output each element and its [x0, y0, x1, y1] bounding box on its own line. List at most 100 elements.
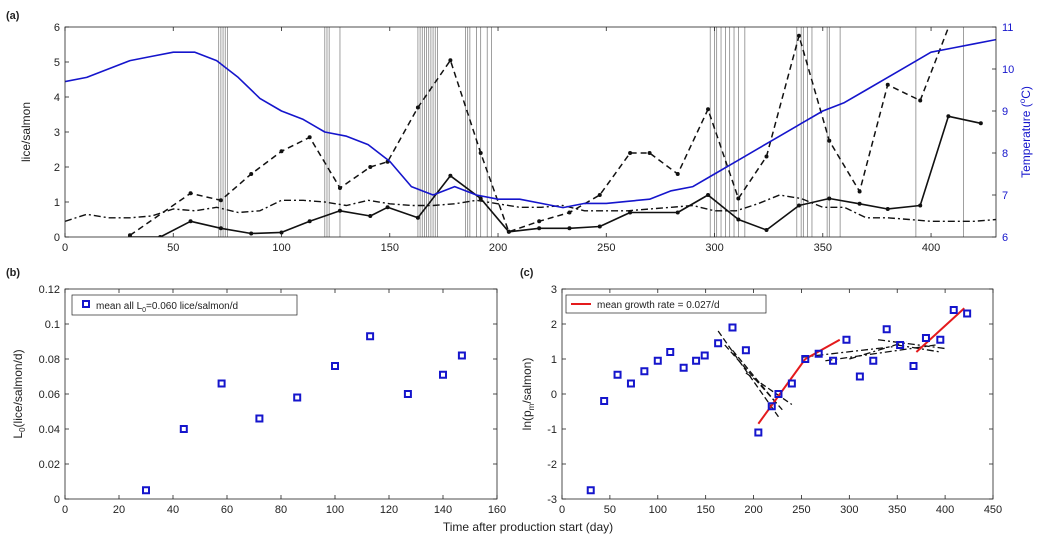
series-dashed-point	[597, 193, 602, 197]
panel-b-xtick-label: 100	[326, 504, 344, 516]
data-point	[255, 414, 264, 423]
series-dashed-point	[415, 105, 420, 110]
series-solid-point	[736, 217, 741, 222]
panel-a-label: (a)	[6, 10, 20, 22]
series-solid-point	[567, 226, 572, 231]
data-point	[909, 362, 918, 370]
panel-c-xtick-label: 150	[696, 504, 714, 516]
data-point	[179, 425, 188, 433]
panel-a-y2tick-label: 7	[1002, 190, 1008, 202]
data-point	[142, 486, 150, 495]
fit-line-dashed	[745, 372, 793, 406]
data-point	[626, 379, 635, 388]
series-dashed-point	[628, 151, 633, 155]
data-point	[921, 334, 930, 342]
series-dashed-point	[675, 172, 680, 176]
panel-c-ytick-label: 2	[551, 319, 557, 331]
panel-a-xtick-label: 50	[167, 242, 179, 254]
panel-b-xtick-label: 40	[167, 504, 179, 516]
data-point	[679, 363, 688, 372]
fit-line-red	[915, 307, 965, 353]
panel-b-legend-sub: 0	[142, 307, 146, 314]
panel-a-xtick-label: 150	[381, 242, 399, 254]
data-point	[217, 379, 226, 388]
panel-a-xtick-label: 400	[922, 242, 940, 254]
series-solid-point	[127, 235, 132, 237]
panel-a-ytick-label: 2	[54, 162, 60, 174]
series-solid-point	[946, 114, 951, 119]
series-solid-point	[368, 214, 373, 218]
panel-c-ytick-label: 1	[551, 354, 557, 366]
panel-a-ytick-label: 3	[54, 127, 60, 139]
panel-c-xtick-label: 450	[984, 504, 1002, 516]
panel-a-ytick-label: 0	[54, 232, 60, 244]
series-solid-point	[706, 193, 711, 197]
data-point	[855, 372, 864, 381]
series-solid-point	[537, 226, 542, 231]
panel-a-y2label-sup: o	[1018, 98, 1027, 103]
panel-c-ytick-label: -3	[547, 494, 557, 506]
data-point	[700, 351, 709, 360]
panel-b-xtick-label: 140	[434, 504, 452, 516]
panel-a-xtick-label: 350	[814, 242, 832, 254]
data-point	[963, 309, 972, 318]
panel-b-legend-box	[71, 294, 298, 316]
panel-b-xtick-label: 0	[62, 504, 68, 516]
series-solid-point	[385, 205, 390, 210]
panel-b-ylabel-sub: 0	[18, 427, 27, 432]
series-solid-point	[279, 230, 284, 235]
data-point	[767, 402, 776, 411]
panel-b-ticks: 0 20 40 60 80 100 120 140 160 0 0.02 0.04 0.06 0.08 0.…	[39, 284, 507, 516]
data-point	[741, 346, 750, 355]
series-solid-point	[478, 196, 483, 201]
panel-a-y2tick-label: 11	[1002, 22, 1013, 34]
series-solid-point	[307, 219, 312, 224]
panel-c-legend-text: mean growth rate = 0.027/d	[597, 300, 720, 311]
panel-b-ytick-label: 0.08	[39, 354, 60, 366]
panel-b-legend-end: =0.060 lice/salmon/d	[146, 301, 238, 312]
series-dashed-point	[827, 138, 832, 143]
series-solid-point	[188, 219, 193, 224]
fit-line-dashdot	[877, 339, 946, 350]
panel-c-xtick-label: 0	[559, 504, 565, 516]
data-point	[814, 349, 823, 358]
panel-b-legend: mean all L0=0.060 lice/salmon/d	[71, 294, 298, 316]
panel-c-ylabel-end: /salmon)	[520, 358, 534, 404]
panel-b-legend-main: mean all L	[96, 301, 143, 312]
fit-line-dashed	[731, 349, 779, 405]
panel-a-y2label-end: C)	[1019, 86, 1033, 99]
series-solid-point	[857, 201, 862, 206]
panel-c: (c) 0 50 100 150 200 250 300 350 400 450 -3 -2 -1 0 1 2…	[520, 267, 1002, 516]
panel-a-ytick-label: 5	[54, 57, 60, 69]
panel-c-ylabel-sub: m	[527, 403, 536, 410]
panel-a-y2label-main: Temperature (	[1019, 103, 1033, 178]
data-point	[653, 356, 662, 365]
series-dashed-point	[537, 219, 542, 224]
panel-c-xtick-label: 400	[936, 504, 954, 516]
data-point	[936, 335, 945, 344]
series-solid-point	[827, 196, 832, 201]
series-dashed-point	[249, 172, 254, 176]
series-solid-point	[337, 208, 342, 213]
panel-a-ytick-label: 1	[54, 197, 60, 209]
panel-b-ytick-label: 0.02	[39, 459, 60, 471]
panel-b-ylabel-main: L	[11, 432, 25, 439]
panel-b-ylabel-end: (lice/salmon/d)	[11, 349, 25, 427]
panel-c-xtick-label: 50	[604, 504, 616, 516]
series-solid-point	[675, 210, 680, 215]
series-dashed-point	[368, 165, 373, 169]
panel-c-ytick-label: -2	[547, 459, 557, 471]
series-solid-point	[249, 231, 254, 236]
panel-c-xtick-label: 350	[888, 504, 906, 516]
data-point	[774, 390, 783, 398]
series-solid-point	[158, 235, 163, 237]
series-solid-point	[448, 173, 453, 178]
panel-b-ytick-label: 0	[54, 494, 60, 506]
series-dashed-point	[478, 151, 483, 155]
data-point	[842, 335, 851, 344]
series-dashed-point	[567, 210, 572, 215]
data-point	[949, 306, 958, 314]
panel-a-series-group	[65, 27, 996, 237]
panel-b-xtick-label: 160	[488, 504, 506, 516]
